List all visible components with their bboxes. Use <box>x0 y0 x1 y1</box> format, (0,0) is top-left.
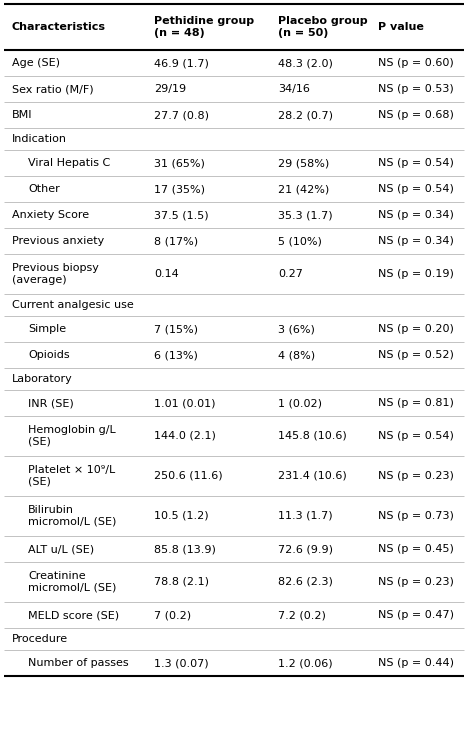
Text: Placebo group
(n = 50): Placebo group (n = 50) <box>278 16 368 38</box>
Text: NS (p = 0.34): NS (p = 0.34) <box>378 236 454 246</box>
Text: 4 (8%): 4 (8%) <box>278 350 315 360</box>
Text: 28.2 (0.7): 28.2 (0.7) <box>278 110 333 120</box>
Text: 7.2 (0.2): 7.2 (0.2) <box>278 610 326 620</box>
Text: 5 (10%): 5 (10%) <box>278 236 322 246</box>
Text: Opioids: Opioids <box>28 350 70 360</box>
Text: 145.8 (10.6): 145.8 (10.6) <box>278 431 347 441</box>
Text: 6 (13%): 6 (13%) <box>154 350 198 360</box>
Text: NS (p = 0.81): NS (p = 0.81) <box>378 398 454 408</box>
Text: 34/16: 34/16 <box>278 84 310 94</box>
Text: 37.5 (1.5): 37.5 (1.5) <box>154 210 209 220</box>
Text: 21 (42%): 21 (42%) <box>278 184 329 194</box>
Text: NS (p = 0.23): NS (p = 0.23) <box>378 577 454 587</box>
Text: 144.0 (2.1): 144.0 (2.1) <box>154 431 216 441</box>
Text: Number of passes: Number of passes <box>28 658 129 668</box>
Text: 48.3 (2.0): 48.3 (2.0) <box>278 58 333 68</box>
Text: NS (p = 0.47): NS (p = 0.47) <box>378 610 454 620</box>
Text: NS (p = 0.34): NS (p = 0.34) <box>378 210 454 220</box>
Text: 0.27: 0.27 <box>278 269 303 279</box>
Text: 31 (65%): 31 (65%) <box>154 158 205 168</box>
Text: NS (p = 0.68): NS (p = 0.68) <box>378 110 454 120</box>
Text: NS (p = 0.23): NS (p = 0.23) <box>378 471 454 481</box>
Text: Current analgesic use: Current analgesic use <box>12 300 134 310</box>
Text: ALT u/L (SE): ALT u/L (SE) <box>28 544 94 554</box>
Text: 82.6 (2.3): 82.6 (2.3) <box>278 577 333 587</box>
Text: Previous anxiety: Previous anxiety <box>12 236 104 246</box>
Text: Age (SE): Age (SE) <box>12 58 60 68</box>
Text: 1.01 (0.01): 1.01 (0.01) <box>154 398 215 408</box>
Text: 46.9 (1.7): 46.9 (1.7) <box>154 58 209 68</box>
Text: 35.3 (1.7): 35.3 (1.7) <box>278 210 333 220</box>
Text: 29/19: 29/19 <box>154 84 186 94</box>
Text: 10.5 (1.2): 10.5 (1.2) <box>154 511 209 521</box>
Text: Simple: Simple <box>28 324 66 334</box>
Text: NS (p = 0.54): NS (p = 0.54) <box>378 158 454 168</box>
Text: NS (p = 0.52): NS (p = 0.52) <box>378 350 454 360</box>
Text: Indication: Indication <box>12 134 67 144</box>
Text: Pethidine group
(n = 48): Pethidine group (n = 48) <box>154 16 254 38</box>
Text: Other: Other <box>28 184 60 194</box>
Text: P value: P value <box>378 22 424 32</box>
Text: 8 (17%): 8 (17%) <box>154 236 198 246</box>
Text: INR (SE): INR (SE) <box>28 398 74 408</box>
Text: NS (p = 0.19): NS (p = 0.19) <box>378 269 454 279</box>
Text: 250.6 (11.6): 250.6 (11.6) <box>154 471 223 481</box>
Text: 231.4 (10.6): 231.4 (10.6) <box>278 471 347 481</box>
Text: BMI: BMI <box>12 110 32 120</box>
Text: Bilirubin
micromol/L (SE): Bilirubin micromol/L (SE) <box>28 505 117 527</box>
Text: 1 (0.02): 1 (0.02) <box>278 398 322 408</box>
Text: NS (p = 0.60): NS (p = 0.60) <box>378 58 454 68</box>
Text: 1.2 (0.06): 1.2 (0.06) <box>278 658 333 668</box>
Text: NS (p = 0.44): NS (p = 0.44) <box>378 658 454 668</box>
Text: Platelet × 10⁹/L
(SE): Platelet × 10⁹/L (SE) <box>28 465 115 487</box>
Text: 0.14: 0.14 <box>154 269 179 279</box>
Text: 72.6 (9.9): 72.6 (9.9) <box>278 544 333 554</box>
Text: MELD score (SE): MELD score (SE) <box>28 610 119 620</box>
Text: NS (p = 0.73): NS (p = 0.73) <box>378 511 454 521</box>
Text: Anxiety Score: Anxiety Score <box>12 210 89 220</box>
Text: NS (p = 0.54): NS (p = 0.54) <box>378 431 454 441</box>
Text: NS (p = 0.53): NS (p = 0.53) <box>378 84 454 94</box>
Text: Characteristics: Characteristics <box>12 22 106 32</box>
Text: 3 (6%): 3 (6%) <box>278 324 315 334</box>
Text: 1.3 (0.07): 1.3 (0.07) <box>154 658 209 668</box>
Text: 27.7 (0.8): 27.7 (0.8) <box>154 110 209 120</box>
Text: 7 (0.2): 7 (0.2) <box>154 610 191 620</box>
Text: 7 (15%): 7 (15%) <box>154 324 198 334</box>
Text: Sex ratio (M/F): Sex ratio (M/F) <box>12 84 94 94</box>
Text: 78.8 (2.1): 78.8 (2.1) <box>154 577 209 587</box>
Text: NS (p = 0.45): NS (p = 0.45) <box>378 544 454 554</box>
Text: Procedure: Procedure <box>12 634 68 644</box>
Text: NS (p = 0.54): NS (p = 0.54) <box>378 184 454 194</box>
Text: 85.8 (13.9): 85.8 (13.9) <box>154 544 216 554</box>
Text: Laboratory: Laboratory <box>12 374 73 384</box>
Text: 17 (35%): 17 (35%) <box>154 184 205 194</box>
Text: NS (p = 0.20): NS (p = 0.20) <box>378 324 454 334</box>
Text: 11.3 (1.7): 11.3 (1.7) <box>278 511 333 521</box>
Text: Hemoglobin g/L
(SE): Hemoglobin g/L (SE) <box>28 425 116 447</box>
Text: Previous biopsy
(average): Previous biopsy (average) <box>12 263 99 285</box>
Text: 29 (58%): 29 (58%) <box>278 158 329 168</box>
Text: Creatinine
micromol/L (SE): Creatinine micromol/L (SE) <box>28 571 117 593</box>
Text: Viral Hepatis C: Viral Hepatis C <box>28 158 110 168</box>
